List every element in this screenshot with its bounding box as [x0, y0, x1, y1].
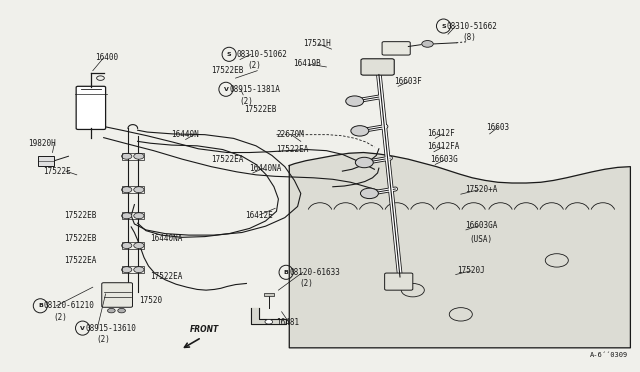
Circle shape [422, 41, 433, 47]
Circle shape [122, 267, 132, 273]
Bar [122, 266, 144, 273]
Text: 17522EA: 17522EA [276, 145, 309, 154]
Bar [264, 293, 274, 296]
Text: 16440N: 16440N [172, 130, 199, 139]
FancyBboxPatch shape [76, 86, 106, 129]
Text: 16603G: 16603G [430, 155, 458, 164]
Text: 08915-1381A: 08915-1381A [229, 85, 280, 94]
Text: (2): (2) [247, 61, 261, 70]
Text: 16419B: 16419B [293, 60, 321, 68]
Text: FRONT: FRONT [190, 325, 220, 334]
Text: 16603GA: 16603GA [465, 221, 497, 230]
Bar [122, 186, 144, 193]
FancyBboxPatch shape [385, 273, 413, 290]
Text: (2): (2) [96, 335, 110, 344]
Text: (8): (8) [462, 33, 476, 42]
Circle shape [122, 213, 132, 219]
Circle shape [122, 187, 132, 193]
Text: 17522EB: 17522EB [64, 211, 97, 220]
Text: 17522EA: 17522EA [64, 256, 97, 265]
Circle shape [134, 213, 144, 219]
Text: (2): (2) [54, 313, 68, 322]
Text: 16412FA: 16412FA [428, 142, 460, 151]
Text: 17522EB: 17522EB [64, 234, 97, 243]
Circle shape [360, 188, 378, 199]
Bar [122, 242, 144, 249]
Text: 17521H: 17521H [303, 39, 331, 48]
Text: 08310-51062: 08310-51062 [237, 50, 287, 59]
Text: V: V [80, 326, 85, 331]
Circle shape [134, 187, 144, 193]
Text: 17520: 17520 [140, 296, 163, 305]
Text: 16603F: 16603F [394, 77, 422, 86]
Text: 16440NA: 16440NA [150, 234, 182, 243]
Text: B: B [38, 303, 43, 308]
Text: (USA): (USA) [470, 235, 493, 244]
Text: (2): (2) [300, 279, 314, 288]
Circle shape [265, 320, 273, 324]
FancyBboxPatch shape [382, 42, 410, 55]
Text: 17520J: 17520J [458, 266, 485, 275]
Text: 16412E: 16412E [245, 211, 273, 219]
Text: 16400: 16400 [95, 53, 118, 62]
Circle shape [122, 243, 132, 248]
Text: 17522EA: 17522EA [211, 155, 244, 164]
Text: S: S [227, 52, 232, 57]
Text: 22670M: 22670M [276, 130, 304, 139]
Circle shape [355, 157, 373, 168]
Text: 16603: 16603 [486, 123, 509, 132]
Text: 17522EB: 17522EB [244, 105, 277, 114]
Text: 17522E: 17522E [44, 167, 71, 176]
Bar [38, 156, 54, 166]
Bar [122, 212, 144, 219]
FancyBboxPatch shape [102, 283, 132, 307]
Circle shape [134, 153, 144, 159]
Polygon shape [289, 153, 630, 348]
Polygon shape [251, 308, 286, 324]
FancyBboxPatch shape [361, 59, 394, 75]
Text: 17520+A: 17520+A [465, 185, 497, 194]
Text: (2): (2) [239, 97, 253, 106]
Text: 08120-61210: 08120-61210 [44, 301, 94, 310]
Circle shape [118, 308, 125, 313]
Text: B: B [284, 270, 289, 275]
Text: 08310-51662: 08310-51662 [447, 22, 497, 31]
Circle shape [108, 308, 115, 313]
Text: 16412F: 16412F [428, 129, 455, 138]
Text: 08120-61633: 08120-61633 [289, 268, 340, 277]
Text: 17522EB: 17522EB [211, 66, 244, 75]
Text: 08915-13610: 08915-13610 [86, 324, 136, 333]
Circle shape [122, 153, 132, 159]
Text: 17522EA: 17522EA [150, 272, 183, 280]
Text: V: V [223, 87, 228, 92]
Circle shape [351, 126, 369, 136]
Circle shape [134, 243, 144, 248]
Circle shape [134, 267, 144, 273]
Text: 16440NA: 16440NA [250, 164, 282, 173]
Text: 19820H: 19820H [28, 139, 56, 148]
Circle shape [346, 96, 364, 106]
Text: S: S [441, 23, 446, 29]
Bar [122, 153, 144, 160]
Text: A-6´´0309: A-6´´0309 [590, 352, 628, 358]
Text: 16481: 16481 [276, 318, 300, 327]
